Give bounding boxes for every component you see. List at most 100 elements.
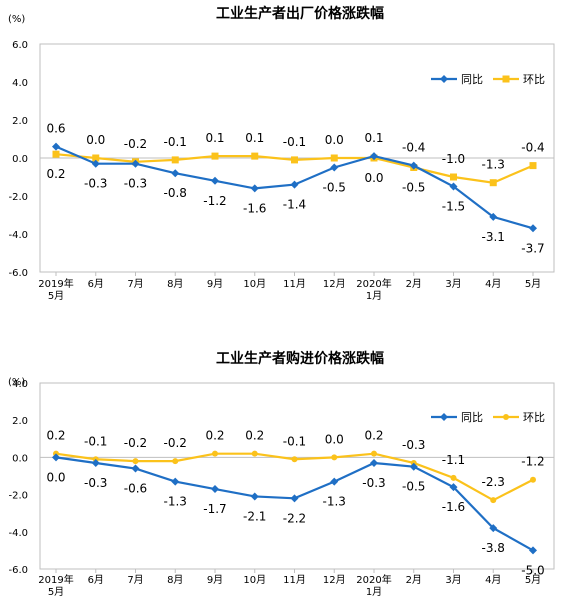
chart1-series-yoy-point <box>211 176 219 185</box>
chart1-series-yoy-point <box>290 180 299 189</box>
chart2-data-label-mom: -1.1 <box>442 453 465 467</box>
chart2-ytick-label: 4.0 <box>12 379 28 390</box>
chart2-ytick-label: -4.0 <box>8 528 28 539</box>
chart1-xtick-label: 3月 <box>445 278 461 290</box>
chart2-plot-area <box>39 382 555 570</box>
chart2-xtick-label: 11月 <box>283 574 306 586</box>
chart2-series-mom-point <box>172 458 179 465</box>
chart1-xtick-label: 9月 <box>207 278 223 290</box>
chart1-data-label-yoy: -0.4 <box>402 141 425 155</box>
chart1-series-mom-point <box>92 154 100 162</box>
chart1-series-mom-point <box>171 156 179 164</box>
chart2-data-label-yoy: -3.8 <box>482 541 505 555</box>
chart1-xtick-label: 12月 <box>323 278 346 290</box>
chart2-title: 工业生产者购进价格涨跌幅 <box>216 350 384 367</box>
chart2-series-mom-point <box>450 474 457 481</box>
chart2-series-yoy-point <box>330 477 339 486</box>
chart1-data-label-mom: -1.0 <box>442 152 465 166</box>
chart1-series-yoy-point <box>171 169 180 178</box>
chart2-xtick-label: 4月 <box>485 574 501 586</box>
chart2-data-label-mom: 0.2 <box>245 429 264 443</box>
chart2-series-yoy-point <box>290 494 299 503</box>
chart1-ytick-label: -6.0 <box>8 268 28 279</box>
chart2-xtick-label: 9月 <box>207 574 223 586</box>
chart2-data-label-yoy: -1.7 <box>203 502 226 516</box>
chart1-legend-label: 同比 <box>461 73 483 86</box>
chart2-series-mom-point <box>132 458 139 465</box>
chart2-series-yoy-point <box>489 524 498 533</box>
chart2-series-mom-point <box>212 450 218 457</box>
chart2-data-label-mom: -0.3 <box>402 438 425 452</box>
chart1-data-label-yoy: -3.7 <box>521 241 544 255</box>
chart2-data-label-yoy: -1.6 <box>442 500 465 514</box>
chart2-series-yoy-point <box>529 546 537 555</box>
chart2-series-yoy-point <box>171 477 180 486</box>
chart1-series-yoy-point <box>370 152 378 161</box>
chart2-data-label-yoy: -0.3 <box>84 476 107 490</box>
chart1-xtick-label: 2019年 <box>38 277 73 290</box>
chart2-data-label-mom: -1.2 <box>521 455 544 469</box>
chart1-data-label-yoy: -0.5 <box>323 181 346 195</box>
chart1-data-label-yoy: -3.1 <box>482 230 505 244</box>
chart1-title: 工业生产者出厂价格涨跌幅 <box>216 5 384 22</box>
chart1-data-label-yoy: -1.2 <box>203 194 226 208</box>
chart2-series-yoy-point <box>131 464 140 473</box>
chart2-xtick-label: 2020年 <box>356 573 391 586</box>
chart2-data-label-mom: -0.1 <box>84 434 107 448</box>
chart2-xtick-label: 12月 <box>323 574 346 586</box>
chart2-data-label-mom: -0.1 <box>283 434 306 448</box>
chart2-data-label-yoy: -2.2 <box>283 511 306 525</box>
chart2-xtick-label: 2019年 <box>38 573 73 586</box>
chart1-series-mom-point <box>52 150 60 158</box>
chart1-series-mom-point <box>330 154 338 162</box>
chart2-data-label-mom: 0.2 <box>46 429 65 443</box>
chart2-data-label-yoy: -0.5 <box>402 480 425 494</box>
chart1-series-yoy-point <box>131 159 140 168</box>
chart2-series-mom-point <box>291 456 298 463</box>
chart2-data-label-mom: 0.2 <box>364 429 383 443</box>
chart1-data-label-mom: 0.1 <box>205 131 224 145</box>
chart1-xtick-label: 5月 <box>525 278 541 290</box>
chart1-ytick-label: -2.0 <box>8 192 28 203</box>
chart2-series-yoy-point <box>370 458 378 467</box>
chart2-series-mom-point <box>371 450 377 457</box>
chart1-data-label-mom: 0.0 <box>325 133 344 147</box>
chart2-data-label-yoy: -0.3 <box>362 476 385 490</box>
chart2-xtick-label: 7月 <box>127 574 143 586</box>
chart1-xtick-label: 11月 <box>283 278 306 290</box>
chart2-series-yoy-point <box>449 483 458 492</box>
chart1-ytick-label: -4.0 <box>8 230 28 241</box>
chart2-xtick-label: 8月 <box>167 574 183 586</box>
chart2-series-yoy-point <box>211 485 219 494</box>
chart1-legend-marker <box>440 75 448 83</box>
chart1-xtick-label: 6月 <box>88 278 104 290</box>
chart1-xtick-label: 2月 <box>406 278 422 290</box>
chart1-series-mom-point <box>450 173 457 181</box>
chart2-series-yoy-point <box>91 458 100 467</box>
chart2-series-mom-point <box>530 476 536 483</box>
chart1-xtick-label: 2020年 <box>356 277 391 290</box>
chart1-legend-label: 环比 <box>523 73 545 86</box>
chart1-data-label-yoy: -1.4 <box>283 198 306 212</box>
chart2-y-unit: (%) <box>8 377 25 388</box>
chart1-data-label-mom: -0.5 <box>402 181 425 195</box>
chart1-data-label-mom: -0.1 <box>283 135 306 149</box>
chart1-series-yoy-point <box>489 212 498 221</box>
chart2-legend-label: 环比 <box>523 411 545 424</box>
chart2-data-label-mom: 0.0 <box>325 432 344 446</box>
chart1-series-mom-point <box>529 162 537 170</box>
chart2-ytick-label: -2.0 <box>8 491 28 502</box>
chart1-series-yoy-point <box>529 224 537 233</box>
chart2-data-label-yoy: -1.3 <box>323 495 346 509</box>
chart2-data-label-yoy: -5.0 <box>521 563 544 577</box>
chart1-data-label-mom: -1.3 <box>482 158 505 172</box>
chart1-data-label-yoy: -0.3 <box>84 177 107 191</box>
chart2-data-label-yoy: 0.0 <box>46 470 65 484</box>
chart2-legend-label: 同比 <box>461 411 483 424</box>
chart2-legend-marker <box>440 413 448 421</box>
chart1-data-label-mom: 0.2 <box>46 167 65 181</box>
chart2-xtick-label: 10月 <box>243 574 266 586</box>
chart2-data-label-mom: -0.2 <box>164 436 187 450</box>
